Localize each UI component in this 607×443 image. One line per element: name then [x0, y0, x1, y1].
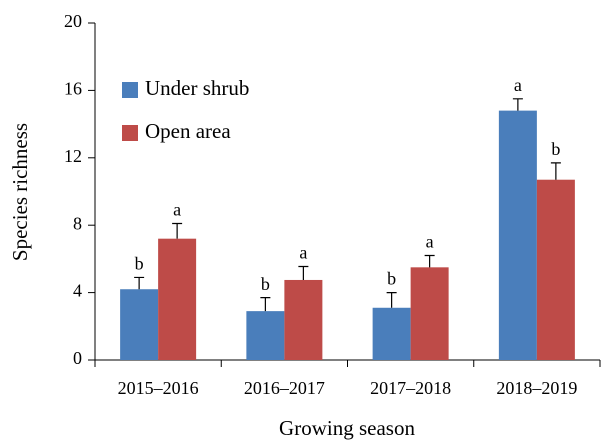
significance-letter: b — [551, 139, 560, 159]
error-bar — [386, 292, 397, 308]
error-bar — [172, 222, 183, 239]
legend-swatch — [122, 125, 138, 141]
y-axis-title: Species richness — [8, 123, 32, 261]
bar — [372, 307, 411, 360]
bar — [410, 267, 449, 360]
x-tick-label: 2017–2018 — [370, 378, 451, 398]
error-bar — [298, 265, 309, 280]
x-tick-label: 2016–2017 — [244, 378, 325, 398]
significance-letter: a — [426, 232, 434, 252]
error-bar — [550, 162, 561, 180]
y-tick-label: 8 — [73, 213, 82, 233]
bar — [120, 289, 159, 360]
significance-letter: a — [173, 200, 181, 220]
x-tick-label: 2018–2019 — [496, 378, 577, 398]
significance-letter: b — [387, 269, 396, 289]
significance-letter: b — [135, 254, 144, 274]
y-tick-label: 12 — [64, 146, 82, 166]
bar — [246, 311, 285, 360]
bar — [158, 238, 197, 360]
bar — [284, 279, 323, 360]
y-tick-label: 4 — [73, 281, 82, 301]
legend-label: Under shrub — [145, 76, 249, 100]
error-bar — [134, 276, 145, 290]
x-tick-label: 2015–2016 — [118, 378, 199, 398]
y-tick-label: 16 — [64, 79, 82, 99]
legend-swatch — [122, 82, 138, 98]
legend-label: Open area — [145, 119, 231, 143]
error-bar — [424, 254, 435, 268]
error-bar — [260, 297, 271, 312]
significance-letter: a — [299, 243, 307, 263]
y-tick-label: 20 — [64, 11, 82, 31]
error-bar — [512, 98, 523, 111]
significance-letter: a — [514, 75, 522, 95]
significance-letter: b — [261, 274, 270, 294]
bar — [536, 179, 575, 360]
bar — [498, 110, 537, 361]
x-axis-title: Growing season — [279, 416, 415, 440]
y-tick-label: 0 — [73, 348, 82, 368]
